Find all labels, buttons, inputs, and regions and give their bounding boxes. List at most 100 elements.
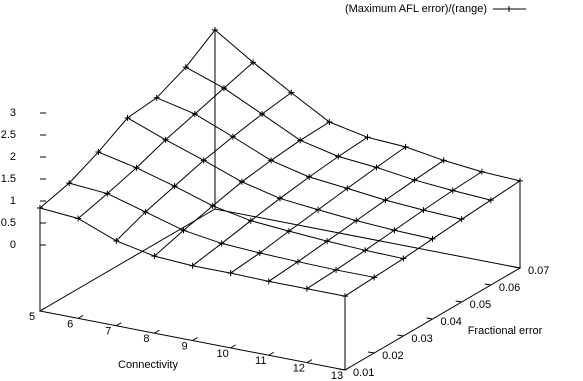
x-tick bbox=[268, 351, 275, 356]
point-marker bbox=[191, 110, 198, 117]
x-tick-label: 13 bbox=[331, 370, 343, 381]
y-tick bbox=[397, 334, 404, 337]
point-marker bbox=[182, 64, 189, 71]
point-marker bbox=[189, 262, 196, 269]
point-marker bbox=[229, 133, 236, 140]
y-tick-label: 0.01 bbox=[353, 367, 374, 379]
point-marker bbox=[326, 119, 333, 126]
x-axis-label: Connectivity bbox=[118, 359, 178, 371]
x-tick bbox=[306, 359, 313, 364]
point-marker bbox=[113, 237, 120, 244]
x-tick bbox=[39, 307, 46, 312]
x-tick bbox=[192, 337, 198, 341]
base-frame bbox=[38, 208, 522, 371]
point-marker bbox=[440, 157, 447, 164]
point-marker bbox=[294, 258, 301, 265]
y-tick-label: 0.06 bbox=[499, 282, 520, 294]
point-marker bbox=[66, 180, 73, 187]
y-tick-label: 0.07 bbox=[528, 265, 549, 277]
point-marker bbox=[180, 227, 187, 234]
point-marker bbox=[288, 89, 295, 96]
x-tick-label: 5 bbox=[29, 311, 35, 323]
point-marker bbox=[306, 174, 313, 181]
y-tick-label: 0.03 bbox=[411, 333, 432, 345]
surface-row bbox=[185, 66, 491, 201]
x-tick-label: 8 bbox=[143, 333, 149, 345]
point-marker bbox=[75, 215, 82, 222]
point-marker bbox=[37, 205, 43, 212]
point-marker bbox=[303, 285, 310, 292]
point-marker bbox=[297, 137, 304, 144]
point-marker bbox=[227, 270, 234, 277]
point-marker bbox=[420, 207, 427, 214]
z-tick-label: 1.5 bbox=[1, 173, 16, 185]
z-tick-label: 0 bbox=[10, 239, 16, 251]
y-tick bbox=[368, 351, 375, 354]
point-marker bbox=[315, 206, 322, 213]
point-marker bbox=[162, 136, 169, 143]
point-marker bbox=[153, 94, 160, 101]
point-marker bbox=[95, 149, 102, 156]
point-marker bbox=[220, 85, 227, 92]
surface-row bbox=[127, 117, 433, 240]
x-tick bbox=[115, 322, 122, 327]
point-marker bbox=[364, 134, 371, 141]
point-marker bbox=[517, 177, 523, 184]
y-tick bbox=[513, 266, 521, 269]
z-tick-label: 1 bbox=[10, 195, 16, 207]
y-tick-label: 0.05 bbox=[470, 299, 491, 311]
x-tick-label: 11 bbox=[255, 355, 266, 367]
legend-marker bbox=[506, 6, 512, 12]
x-tick bbox=[154, 329, 160, 334]
point-marker bbox=[458, 216, 465, 223]
z-tick-label: 0.5 bbox=[1, 217, 16, 229]
point-marker bbox=[277, 195, 283, 202]
y-tick-label: 0.04 bbox=[441, 316, 462, 328]
point-marker bbox=[238, 178, 245, 185]
x-tick-label: 12 bbox=[293, 363, 305, 375]
point-marker bbox=[400, 255, 407, 262]
point-marker bbox=[285, 228, 292, 235]
x-tick-label: 6 bbox=[67, 318, 73, 330]
point-marker bbox=[449, 187, 456, 194]
surface-row bbox=[39, 207, 346, 297]
point-marker bbox=[373, 164, 380, 171]
point-marker bbox=[171, 183, 178, 190]
point-marker bbox=[429, 235, 436, 242]
point-marker bbox=[324, 238, 331, 245]
y-tick bbox=[484, 283, 491, 286]
point-marker bbox=[151, 253, 158, 260]
point-marker bbox=[268, 157, 275, 164]
z-tick-label: 3 bbox=[10, 107, 16, 119]
x-tick bbox=[77, 314, 84, 319]
point-marker bbox=[265, 278, 272, 285]
point-marker bbox=[371, 274, 378, 281]
point-marker bbox=[402, 143, 409, 150]
point-marker bbox=[218, 240, 225, 247]
x-tick-label: 7 bbox=[105, 326, 111, 338]
surface-row bbox=[69, 182, 375, 278]
point-marker bbox=[256, 249, 263, 256]
point-marker bbox=[342, 293, 348, 300]
point-marker bbox=[209, 202, 216, 209]
point-marker bbox=[212, 26, 218, 33]
x-tick bbox=[230, 344, 236, 349]
point-marker bbox=[487, 197, 494, 204]
point-marker bbox=[382, 197, 389, 204]
legend-label: (Maximum AFL error)/(range) bbox=[345, 3, 487, 15]
point-marker bbox=[478, 168, 485, 175]
y-tick-label: 0.02 bbox=[382, 350, 403, 362]
point-marker bbox=[362, 247, 369, 254]
point-marker bbox=[104, 190, 111, 197]
point-marker bbox=[344, 185, 351, 192]
point-marker bbox=[133, 164, 140, 171]
point-marker bbox=[259, 111, 266, 118]
point-marker bbox=[142, 208, 149, 215]
x-tick-label: 10 bbox=[217, 348, 229, 360]
y-tick bbox=[426, 317, 433, 320]
point-marker bbox=[411, 177, 418, 184]
point-marker bbox=[333, 266, 340, 273]
point-marker bbox=[335, 153, 342, 160]
